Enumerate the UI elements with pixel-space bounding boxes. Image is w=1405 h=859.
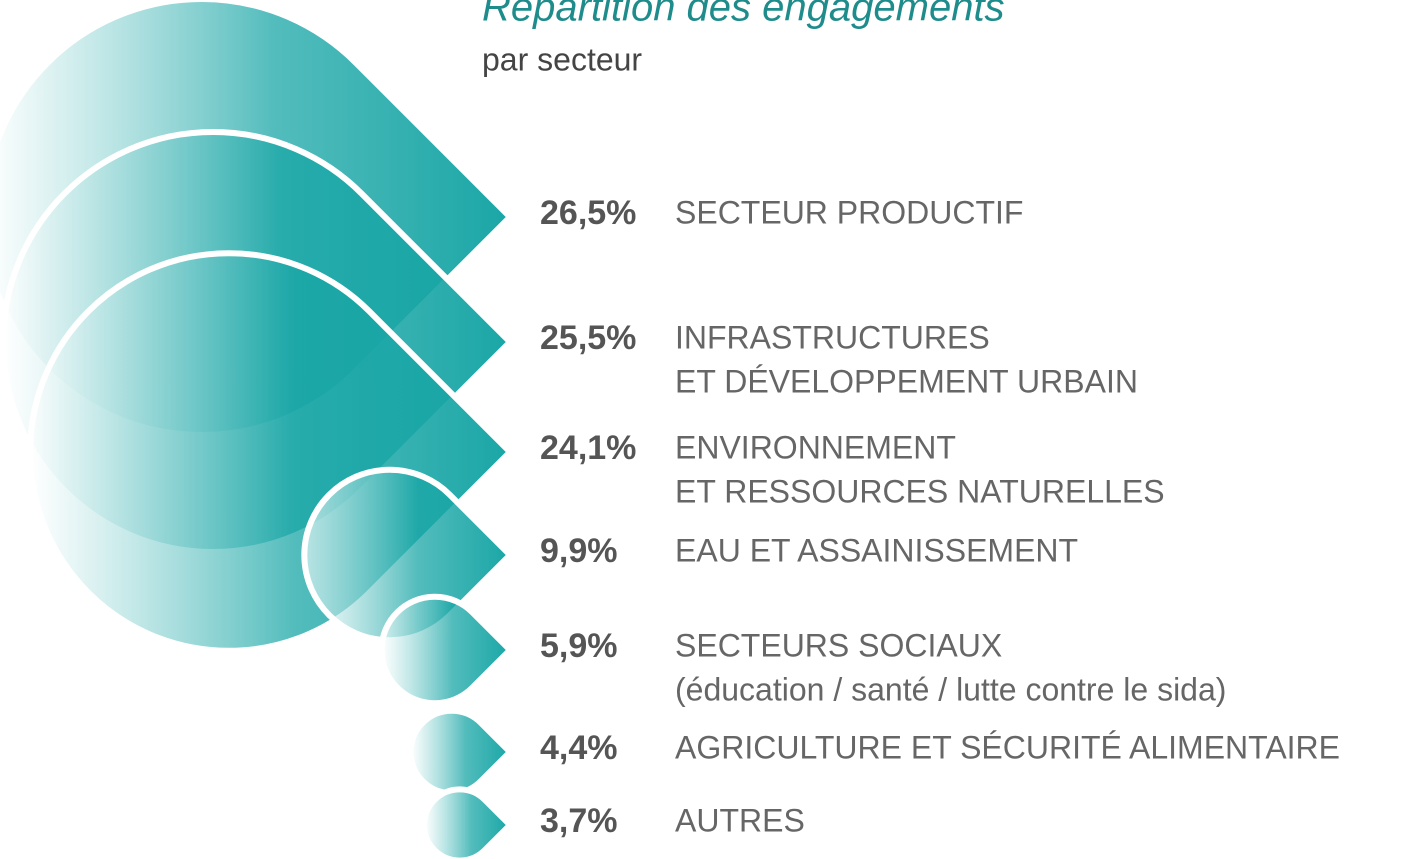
value-label: 5,9% (540, 627, 618, 665)
category-label: SECTEURS SOCIAUX (675, 627, 1002, 663)
category-label: ET RESSOURCES NATURELLES (675, 473, 1165, 509)
teardrop (421, 786, 513, 859)
chart-title: Répartition des engagements (482, 0, 1005, 30)
value-label: 4,4% (540, 729, 618, 767)
category-label: (éducation / santé / lutte contre le sid… (675, 671, 1226, 707)
value-label: 24,1% (540, 429, 636, 467)
value-label: 26,5% (540, 194, 636, 232)
teardrop (378, 593, 513, 707)
value-label: 3,7% (540, 802, 618, 840)
chart-subtitle: par secteur (482, 41, 642, 77)
category-label: AGRICULTURE ET SÉCURITÉ ALIMENTAIRE (675, 729, 1340, 765)
value-label: 25,5% (540, 319, 636, 357)
category-label: ENVIRONNEMENT (675, 429, 956, 465)
category-label: EAU ET ASSAINISSEMENT (675, 532, 1078, 568)
category-label: SECTEUR PRODUCTIF (675, 194, 1023, 230)
category-label: INFRASTRUCTURES (675, 319, 990, 355)
category-label: ET DÉVELOPPEMENT URBAIN (675, 363, 1138, 399)
teardrop (407, 707, 513, 797)
value-label: 9,9% (540, 532, 618, 570)
category-label: AUTRES (675, 802, 805, 838)
